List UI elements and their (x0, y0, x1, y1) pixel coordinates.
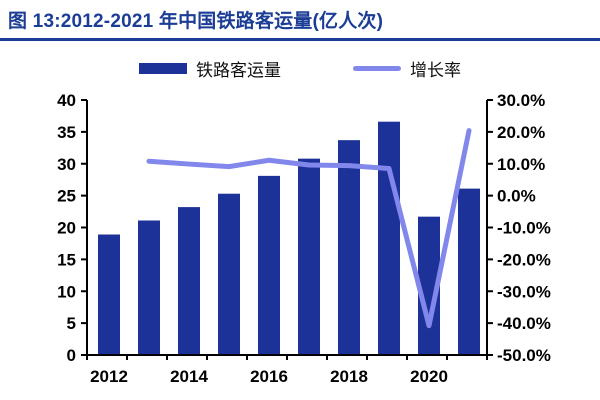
bar-series-swatch-icon (139, 62, 187, 74)
bar-2012 (98, 234, 120, 355)
right-axis-tick-label: -40.0% (497, 314, 551, 333)
bar-2013 (138, 220, 160, 355)
x-axis-tick-label: 2016 (250, 367, 288, 386)
left-axis-tick-label: 40 (57, 91, 76, 110)
bar-2016 (258, 175, 280, 355)
bar-2018 (338, 140, 360, 355)
bar-2014 (178, 207, 200, 355)
left-axis-tick-label: 10 (57, 282, 76, 301)
right-axis-tick-label: 30.0% (497, 91, 545, 110)
left-axis-tick-label: 25 (57, 187, 76, 206)
right-axis-tick-label: 20.0% (497, 123, 545, 142)
chart-legend: 铁路客运量 增长率 (0, 55, 600, 81)
right-axis-tick-label: 0.0% (497, 187, 536, 206)
legend-label-growth-rate: 增长率 (410, 60, 461, 80)
legend-item-passenger-volume: 铁路客运量 (139, 56, 281, 81)
x-axis-tick-label: 2012 (90, 367, 128, 386)
left-axis-tick-label: 35 (57, 123, 76, 142)
growth-rate-line (146, 128, 472, 329)
x-axis-tick-label: 2020 (410, 367, 448, 386)
bar-2015 (218, 193, 240, 355)
right-axis-tick-label: 10.0% (497, 155, 545, 174)
legend-item-growth-rate: 增长率 (353, 56, 461, 81)
left-axis-tick-label: 0 (67, 346, 76, 365)
legend-label-passenger-volume: 铁路客运量 (196, 60, 281, 80)
left-axis-tick-label: 30 (57, 155, 76, 174)
bar-2020 (418, 216, 440, 355)
x-axis-tick-label: 2018 (330, 367, 368, 386)
x-axis-tick-label: 2014 (170, 367, 208, 386)
bar-2017 (298, 158, 320, 355)
page-title: 图 13:2012-2021 年中国铁路客运量(亿人次) (8, 11, 384, 32)
left-axis-tick-label: 15 (57, 250, 76, 269)
title-underline (0, 38, 600, 41)
left-axis-tick-label: 5 (67, 314, 76, 333)
right-axis-tick-label: -50.0% (497, 346, 551, 365)
right-axis-tick-label: -10.0% (497, 219, 551, 238)
bar-2019 (378, 121, 400, 355)
right-axis-tick-label: -30.0% (497, 282, 551, 301)
bar-2021 (458, 188, 480, 355)
line-series-swatch-icon (353, 65, 401, 71)
right-axis-tick-label: -20.0% (497, 250, 551, 269)
left-axis-tick-label: 20 (57, 219, 76, 238)
